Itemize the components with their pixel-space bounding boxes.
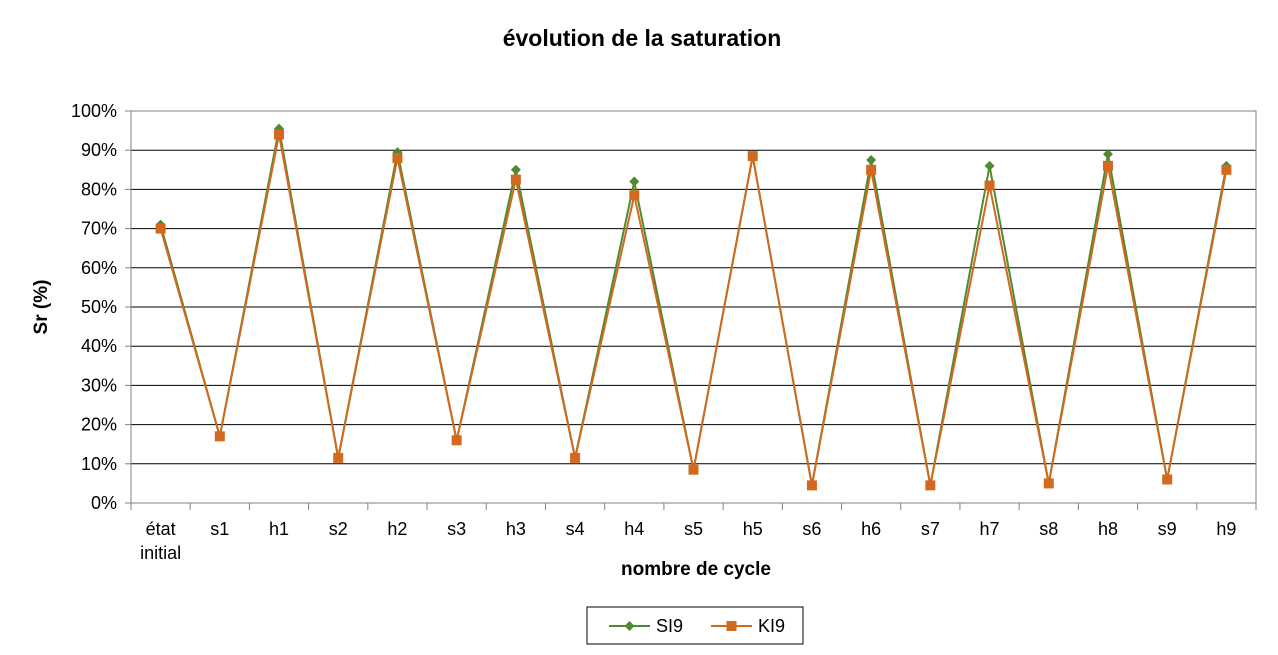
data-point	[155, 223, 166, 234]
data-point	[747, 151, 758, 162]
x-tick-label: h7	[980, 519, 1000, 539]
x-tick-label: h3	[506, 519, 526, 539]
y-tick-label: 60%	[81, 258, 117, 278]
y-tick-label: 10%	[81, 454, 117, 474]
x-tick-label: h6	[861, 519, 881, 539]
chart-title: évolution de la saturation	[503, 25, 782, 51]
data-point	[510, 164, 521, 175]
legend-label: SI9	[656, 616, 683, 636]
data-point	[1102, 149, 1113, 160]
data-point	[984, 160, 995, 171]
data-point	[274, 129, 285, 140]
x-tick-label: h9	[1216, 519, 1236, 539]
data-point	[866, 155, 877, 165]
y-tick-label: 40%	[81, 336, 117, 356]
legend-marker	[726, 621, 737, 631]
x-tick-label: h4	[624, 519, 644, 539]
y-axis-title: Sr (%)	[31, 280, 52, 335]
data-point	[1221, 164, 1232, 175]
y-tick-label: 100%	[71, 101, 117, 121]
legend-label: KI9	[758, 616, 785, 636]
x-tick-label: h1	[269, 519, 289, 539]
y-tick-label: 20%	[81, 415, 117, 435]
data-point	[451, 435, 462, 446]
x-tick-label: s1	[210, 519, 229, 539]
data-point	[866, 164, 877, 175]
y-tick-label: 30%	[81, 375, 117, 395]
data-point	[392, 153, 403, 164]
y-axis: 0% 10% 20% 30% 40% 50% 60% 70% 80% 90% 100%	[71, 101, 131, 513]
data-point	[570, 452, 581, 463]
data-point	[1043, 478, 1054, 489]
x-tick-label: h8	[1098, 519, 1118, 539]
legend: SI9 KI9	[586, 606, 804, 645]
data-point	[629, 176, 640, 187]
data-point	[629, 190, 640, 201]
data-point	[1162, 474, 1173, 485]
x-axis: état initial s1 h1 s2 h2 s3 h3 s4 h4 s5 h5 s6 h6 s7 h7 s…	[130, 503, 1257, 563]
data-point	[806, 480, 817, 491]
x-tick-label: h2	[387, 519, 407, 539]
x-tick-label: h5	[743, 519, 763, 539]
gridlines	[131, 110, 1256, 465]
x-tick-label: s8	[1039, 519, 1058, 539]
series-line	[159, 134, 1228, 486]
x-tick-label: s2	[329, 519, 348, 539]
x-tick-label: s4	[566, 519, 585, 539]
data-point	[688, 464, 699, 475]
y-tick-label: 0%	[91, 493, 117, 513]
x-tick-label: s9	[1158, 519, 1177, 539]
data-point	[333, 452, 344, 463]
legend-marker	[624, 621, 635, 631]
data-point	[214, 431, 225, 442]
data-point	[925, 480, 936, 491]
series-layer	[155, 123, 1232, 491]
x-tick-label: s3	[447, 519, 466, 539]
x-tick-label: s6	[802, 519, 821, 539]
y-tick-label: 80%	[81, 179, 117, 199]
series-ki9	[155, 129, 1232, 491]
x-tick-label: état initial	[140, 519, 181, 563]
data-point	[510, 174, 521, 185]
x-tick-label: s5	[684, 519, 703, 539]
y-tick-label: 70%	[81, 219, 117, 239]
x-axis-title: nombre de cycle	[621, 559, 771, 580]
data-point	[984, 180, 995, 191]
y-tick-label: 50%	[81, 297, 117, 317]
y-tick-label: 90%	[81, 140, 117, 160]
data-point	[1102, 160, 1113, 171]
x-tick-label: s7	[921, 519, 940, 539]
